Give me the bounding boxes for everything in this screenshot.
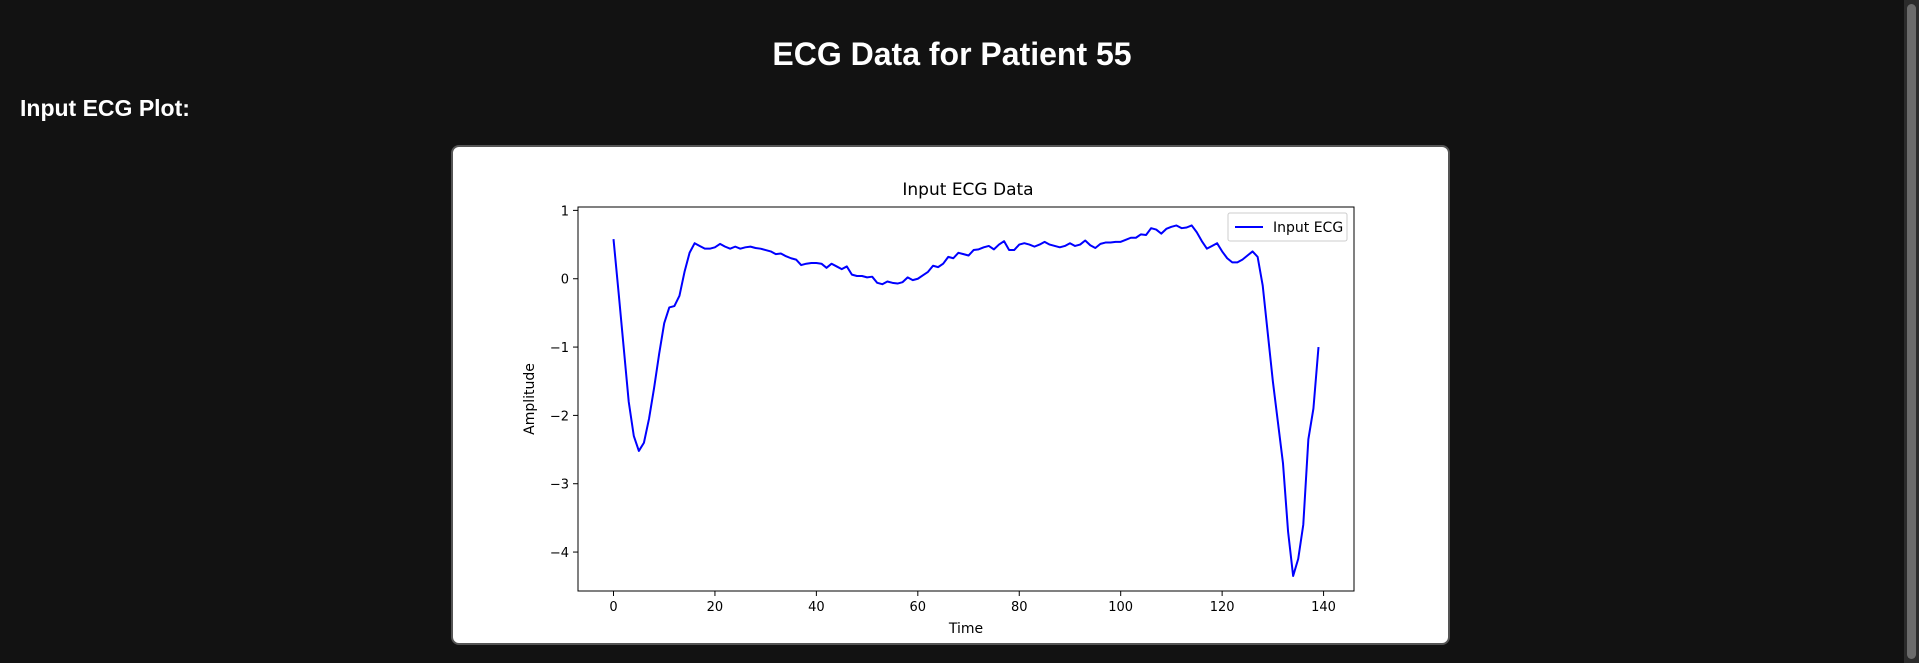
- x-tick-label: 100: [1108, 600, 1133, 615]
- legend-label-input-ecg: Input ECG: [1273, 220, 1343, 236]
- legend: Input ECG: [1227, 212, 1348, 242]
- y-tick-label: 0: [561, 273, 569, 288]
- x-tick-label: 20: [707, 600, 724, 615]
- x-tick-label: 120: [1210, 600, 1235, 615]
- chart-title: Input ECG Data: [902, 180, 1033, 200]
- section-heading: Input ECG Plot:: [20, 95, 190, 121]
- y-tick-label: −2: [550, 409, 569, 424]
- x-tick-label: 40: [808, 600, 825, 615]
- x-tick-label: 80: [1011, 600, 1028, 615]
- y-tick-label: −3: [550, 478, 569, 493]
- y-tick-label: −4: [550, 546, 569, 561]
- scrollbar-thumb[interactable]: [1907, 4, 1916, 659]
- legend-box: [1227, 212, 1348, 242]
- x-tick-label: 60: [910, 600, 927, 615]
- y-axis-label: Amplitude: [522, 363, 538, 435]
- series-line-input-ecg: [612, 224, 1320, 577]
- ecg-chart: Input ECG Data 0 20 40 60 80 100 120 140 1 0 −1 −2 −…: [522, 180, 1355, 637]
- y-tick-label: 1: [561, 204, 569, 219]
- chart-card: Input ECG Data 0 20 40 60 80 100 120 140 1 0 −1 −2 −…: [451, 145, 1450, 645]
- x-tick-label: 140: [1311, 600, 1336, 615]
- page-title: ECG Data for Patient 55: [772, 36, 1132, 72]
- plot-frame: [577, 206, 1355, 592]
- y-tick-label: −1: [550, 341, 569, 356]
- page-scrollbar[interactable]: [1904, 0, 1919, 663]
- x-axis-label: Time: [948, 621, 983, 637]
- x-tick-label: 0: [609, 600, 617, 615]
